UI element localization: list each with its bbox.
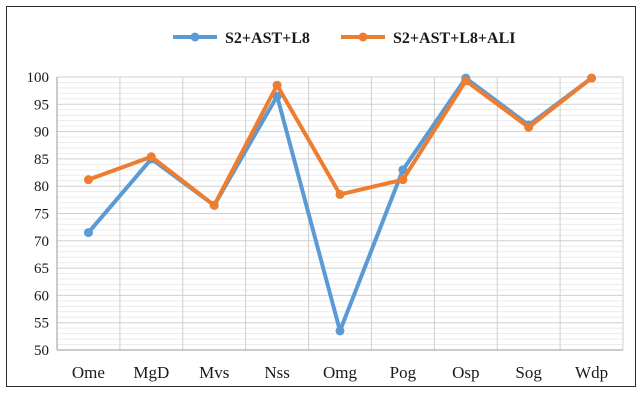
y-tick-labels: 50 55 60 65 70 75 80 85 90 95 100 xyxy=(27,70,50,359)
data-point xyxy=(272,91,282,101)
y-tick-label: 70 xyxy=(34,234,49,250)
chart-frame: S2+AST+L8 S2+AST+L8+ALI 50 55 60 65 70 75 80 85 9… xyxy=(6,6,636,387)
axes xyxy=(56,77,623,351)
y-tick-label: 65 xyxy=(34,261,49,277)
x-tick-labels: Ome MgD Mvs Nss Omg Pog Osp Sog Wdp xyxy=(72,363,608,382)
x-tick-label: Sog xyxy=(515,363,542,382)
y-tick-label: 50 xyxy=(34,343,49,359)
legend-item-2: S2+AST+L8+ALI xyxy=(341,30,516,47)
grid xyxy=(56,76,624,351)
series-1 xyxy=(83,73,597,336)
data-point xyxy=(83,175,93,185)
y-tick-label: 90 xyxy=(34,125,49,141)
x-tick-label: Osp xyxy=(452,363,479,382)
x-tick-label: Ome xyxy=(72,363,105,382)
y-tick-label: 85 xyxy=(34,152,49,168)
data-point xyxy=(335,189,345,199)
data-point xyxy=(146,152,156,162)
data-point xyxy=(83,228,93,238)
y-tick-label: 75 xyxy=(34,207,49,223)
y-tick-label: 80 xyxy=(34,179,49,195)
legend-item-1: S2+AST+L8 xyxy=(173,30,310,47)
series-2 xyxy=(83,73,597,210)
legend: S2+AST+L8 S2+AST+L8+ALI xyxy=(173,30,516,47)
data-point xyxy=(524,122,534,132)
y-tick-label: 55 xyxy=(34,316,49,332)
data-point xyxy=(461,76,471,86)
data-point xyxy=(272,80,282,90)
x-tick-label: Mvs xyxy=(199,363,229,382)
x-tick-label: Nss xyxy=(264,363,290,382)
legend-marker xyxy=(358,32,368,42)
y-tick-label: 95 xyxy=(34,97,49,113)
data-point xyxy=(398,175,408,185)
line-chart: S2+AST+L8 S2+AST+L8+ALI 50 55 60 65 70 75 80 85 9… xyxy=(27,30,624,382)
data-point xyxy=(587,73,597,83)
series-layer xyxy=(83,73,597,336)
x-tick-label: MgD xyxy=(133,363,169,382)
data-point xyxy=(335,326,345,336)
x-tick-label: Omg xyxy=(323,363,358,382)
data-point xyxy=(398,165,408,175)
legend-label: S2+AST+L8 xyxy=(225,30,310,47)
data-point xyxy=(209,200,219,210)
legend-marker xyxy=(190,32,200,42)
y-tick-label: 60 xyxy=(34,288,49,304)
x-tick-label: Pog xyxy=(390,363,417,382)
y-tick-label: 100 xyxy=(27,70,50,86)
legend-label: S2+AST+L8+ALI xyxy=(393,30,516,47)
x-tick-label: Wdp xyxy=(575,363,608,382)
